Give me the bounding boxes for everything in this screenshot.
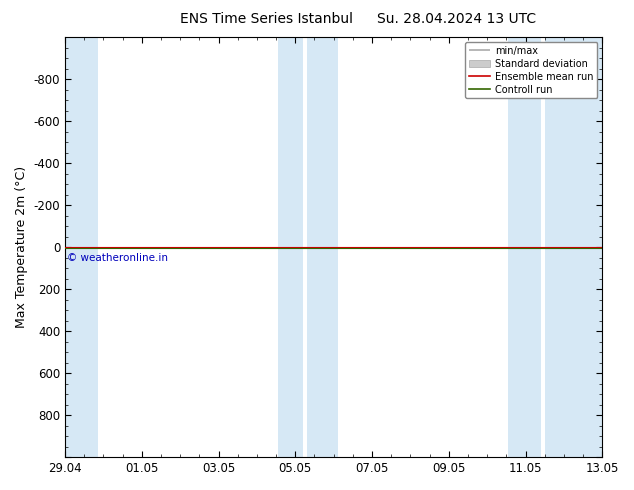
Text: Su. 28.04.2024 13 UTC: Su. 28.04.2024 13 UTC (377, 12, 536, 26)
Bar (65, 37, 98, 457)
Text: ENS Time Series Istanbul: ENS Time Series Istanbul (180, 12, 353, 26)
Legend: min/max, Standard deviation, Ensemble mean run, Controll run: min/max, Standard deviation, Ensemble me… (465, 42, 597, 98)
Bar (545, 37, 602, 457)
Y-axis label: Max Temperature 2m (°C): Max Temperature 2m (°C) (15, 166, 28, 328)
Bar (278, 37, 303, 457)
Text: © weatheronline.in: © weatheronline.in (67, 253, 168, 264)
Bar (307, 37, 337, 457)
Bar (508, 37, 541, 457)
